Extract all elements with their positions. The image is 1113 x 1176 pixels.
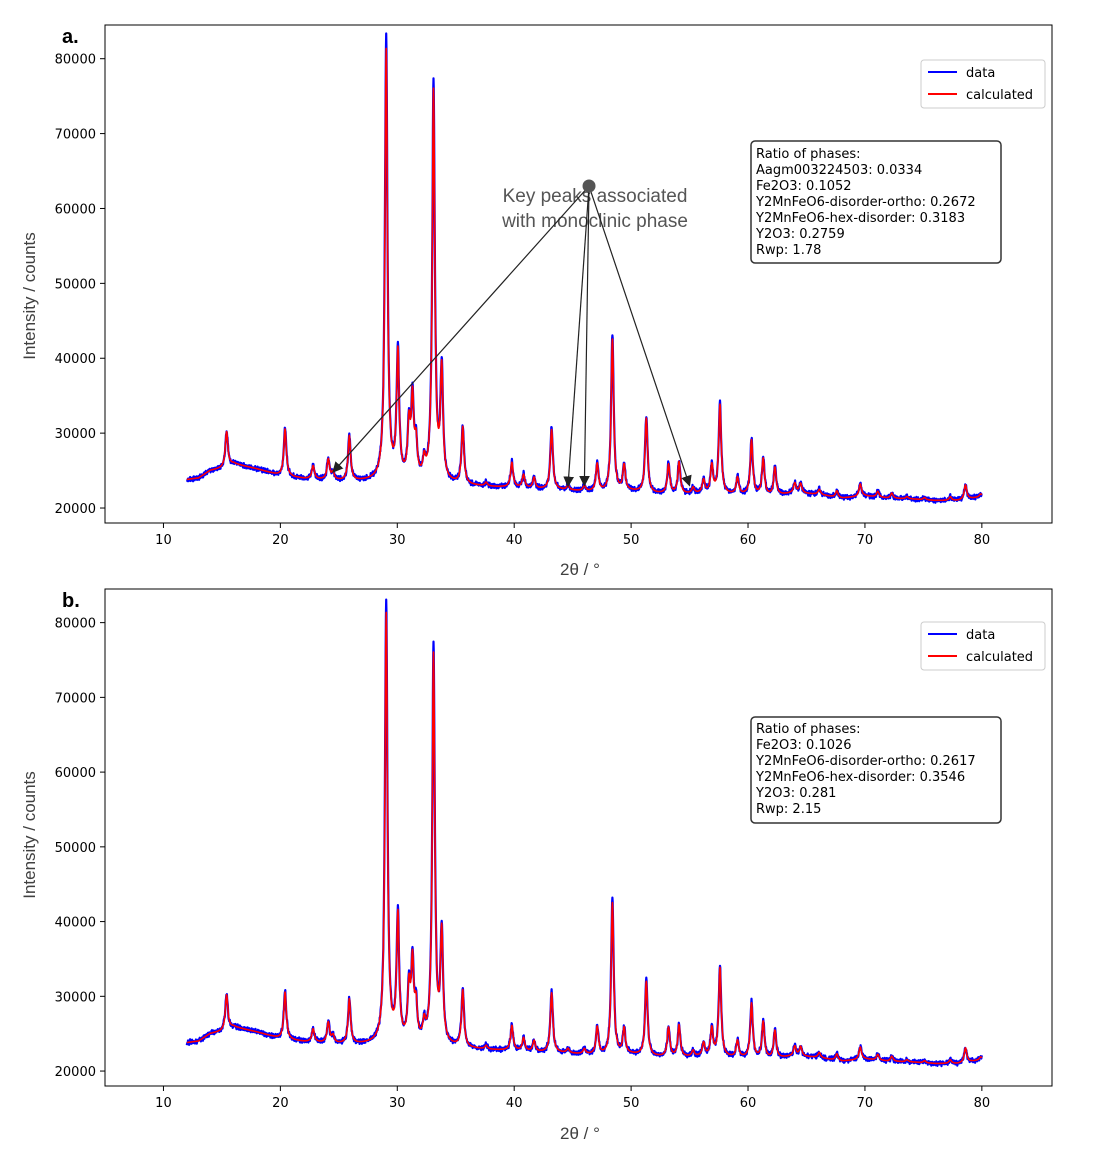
x-tick-label: 50 <box>623 533 640 548</box>
y-tick-label: 70000 <box>55 691 96 706</box>
x-tick-label: 30 <box>389 533 406 548</box>
monoclinic-annotation: Key peaks associated with monoclinic pha… <box>332 179 692 488</box>
ratio-line: Ratio of phases: <box>756 722 861 737</box>
x-tick-label: 60 <box>740 533 757 548</box>
y-tick-label: 60000 <box>55 202 96 217</box>
y-tick-label: 80000 <box>55 53 96 68</box>
annotation-arrow <box>332 185 590 473</box>
x-tick-label: 80 <box>974 1096 991 1111</box>
y-axis-label: Intensity / counts <box>20 232 39 360</box>
x-tick-label: 20 <box>272 1096 289 1111</box>
series-data-line <box>185 598 983 1068</box>
annotation-text: with monoclinic phase <box>501 211 688 232</box>
legend-label-calculated: calculated <box>966 88 1033 103</box>
x-tick-label: 50 <box>623 1096 640 1111</box>
x-tick-label: 10 <box>155 533 172 548</box>
panel-a: a. 10 20 30 40 50 60 70 80 20000 30000 40000 50000 6… <box>20 24 1053 579</box>
x-tick-label: 70 <box>857 1096 874 1111</box>
y-tick-label: 60000 <box>55 766 96 781</box>
ratio-line: Y2MnFeO6-disorder-ortho: 0.2672 <box>755 195 976 210</box>
x-tick-label: 10 <box>155 1096 172 1111</box>
legend: data calculated <box>920 59 1046 109</box>
annotation-arrow <box>579 185 590 487</box>
y-axis-label: Intensity / counts <box>20 771 39 899</box>
series-data-line <box>186 32 983 504</box>
ratio-line: Rwp: 1.78 <box>756 243 821 258</box>
y-tick-label: 40000 <box>55 916 96 931</box>
ratio-box-frame <box>750 716 1002 824</box>
x-tick-label: 70 <box>857 533 874 548</box>
y-tick-label: 20000 <box>55 502 96 517</box>
x-tick-label: 40 <box>506 1096 523 1111</box>
panel-label: a. <box>62 26 79 48</box>
series-calculated-line <box>186 611 983 1065</box>
annotation-arrow <box>563 185 590 488</box>
x-axis-label: 2θ / ° <box>560 1124 600 1143</box>
panel-label: b. <box>62 590 80 612</box>
legend-label-data: data <box>966 628 995 643</box>
series-calculated-line <box>186 47 983 502</box>
y-tick-label: 50000 <box>55 277 96 292</box>
y-tick-label: 20000 <box>55 1065 96 1080</box>
ratio-line: Rwp: 2.15 <box>756 802 821 817</box>
y-tick-label: 80000 <box>55 617 96 632</box>
ratio-line: Y2MnFeO6-hex-disorder: 0.3183 <box>755 211 965 226</box>
x-tick-label: 60 <box>740 1096 757 1111</box>
x-tick-label: 30 <box>389 1096 406 1111</box>
ratio-line: Ratio of phases: <box>756 147 861 162</box>
x-tick-label: 20 <box>272 533 289 548</box>
ratio-of-phases-box: Ratio of phases: Aagm003224503: 0.0334 F… <box>750 140 1002 264</box>
x-axis-label: 2θ / ° <box>560 560 600 579</box>
annotation-arrow <box>588 185 692 487</box>
ratio-line: Y2O3: 0.2759 <box>755 227 845 242</box>
plot-frame <box>104 588 1053 1087</box>
ratio-line: Aagm003224503: 0.0334 <box>756 163 922 178</box>
legend-label-calculated: calculated <box>966 650 1033 665</box>
y-tick-label: 30000 <box>55 427 96 442</box>
ratio-line: Y2MnFeO6-disorder-ortho: 0.2617 <box>755 754 976 769</box>
ratio-line: Y2O3: 0.281 <box>755 786 836 801</box>
plot-frame <box>104 24 1053 524</box>
ratio-line: Fe2O3: 0.1026 <box>756 738 852 753</box>
annotation-source-dot <box>582 179 596 193</box>
ratio-of-phases-box: Ratio of phases: Fe2O3: 0.1026 Y2MnFeO6-… <box>750 716 1002 824</box>
panel-b: b. 10 20 30 40 50 60 70 80 20000 30000 40000 50000 6… <box>20 588 1053 1143</box>
y-tick-label: 30000 <box>55 990 96 1005</box>
y-tick-label: 70000 <box>55 128 96 143</box>
legend-label-data: data <box>966 66 995 81</box>
y-tick-label: 40000 <box>55 352 96 367</box>
x-tick-label: 80 <box>974 533 991 548</box>
annotation-text: Key peaks associated <box>503 186 688 207</box>
legend: data calculated <box>920 621 1046 671</box>
ratio-line: Fe2O3: 0.1052 <box>756 179 852 194</box>
y-tick-label: 50000 <box>55 841 96 856</box>
ratio-line: Y2MnFeO6-hex-disorder: 0.3546 <box>755 770 965 785</box>
x-tick-label: 40 <box>506 533 523 548</box>
ratio-box-frame <box>750 140 1002 264</box>
